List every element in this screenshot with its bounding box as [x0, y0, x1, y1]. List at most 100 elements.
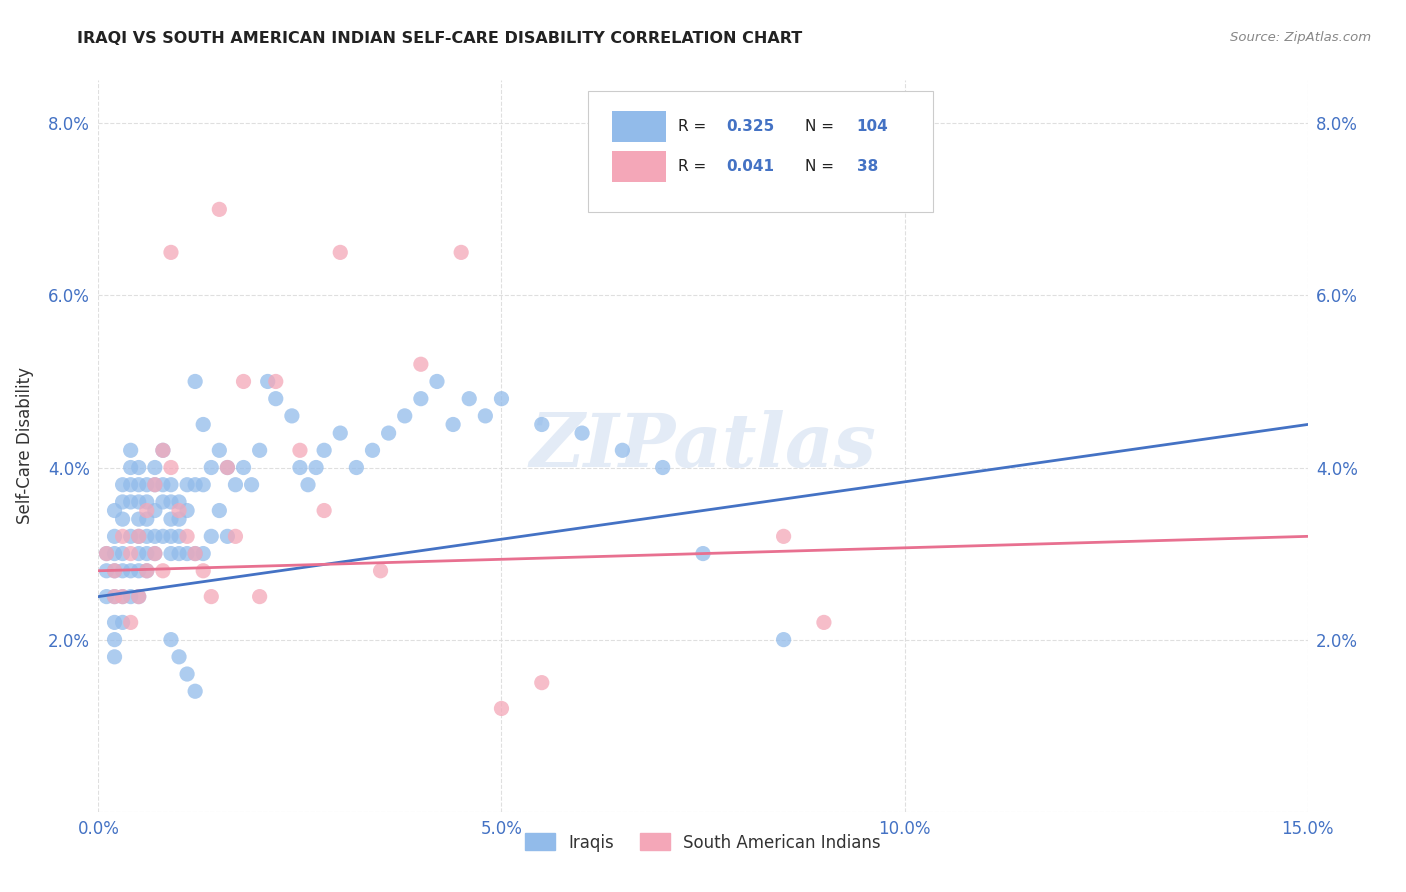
Point [426, 375, 449, 389]
Point [361, 443, 384, 458]
Point [128, 512, 150, 526]
Point [103, 564, 125, 578]
Point [103, 529, 125, 543]
Text: 38: 38 [856, 159, 877, 174]
Point [370, 564, 392, 578]
Point [409, 392, 432, 406]
Point [208, 443, 231, 458]
Point [111, 477, 134, 491]
Point [474, 409, 496, 423]
Point [135, 529, 157, 543]
Point [264, 375, 287, 389]
Point [103, 632, 125, 647]
Text: 0.041: 0.041 [725, 159, 773, 174]
Point [152, 443, 174, 458]
Point [103, 590, 125, 604]
Point [152, 529, 174, 543]
Point [135, 564, 157, 578]
Point [120, 615, 142, 630]
Point [160, 529, 183, 543]
Text: 0.325: 0.325 [725, 119, 775, 134]
Point [135, 495, 157, 509]
Point [288, 460, 311, 475]
Point [450, 245, 472, 260]
Point [120, 529, 142, 543]
Point [217, 460, 239, 475]
Point [120, 547, 142, 561]
Point [135, 547, 157, 561]
Point [96, 564, 118, 578]
Point [184, 375, 207, 389]
Point [103, 615, 125, 630]
Point [160, 477, 183, 491]
Point [200, 529, 222, 543]
Point [128, 529, 150, 543]
Point [160, 460, 183, 475]
Text: R =: R = [678, 119, 710, 134]
Point [692, 547, 714, 561]
Point [111, 512, 134, 526]
Point [135, 564, 157, 578]
Point [176, 503, 198, 517]
Point [128, 529, 150, 543]
Y-axis label: Self-Care Disability: Self-Care Disability [17, 368, 34, 524]
Point [232, 375, 254, 389]
Point [111, 615, 134, 630]
Point [184, 547, 207, 561]
Point [297, 477, 319, 491]
Point [224, 529, 246, 543]
Point [264, 392, 287, 406]
Point [167, 512, 190, 526]
Point [152, 443, 174, 458]
Point [240, 477, 263, 491]
Point [143, 547, 166, 561]
Point [217, 460, 239, 475]
Point [135, 512, 157, 526]
Point [167, 503, 190, 517]
Point [103, 547, 125, 561]
Point [571, 426, 593, 441]
Point [394, 409, 416, 423]
Point [329, 426, 352, 441]
Point [111, 547, 134, 561]
Text: N =: N = [804, 159, 838, 174]
Point [772, 529, 794, 543]
Point [224, 477, 246, 491]
Point [128, 495, 150, 509]
Point [176, 547, 198, 561]
Point [111, 495, 134, 509]
FancyBboxPatch shape [613, 152, 665, 182]
Point [120, 495, 142, 509]
Legend: Iraqis, South American Indians: Iraqis, South American Indians [519, 827, 887, 858]
Point [208, 202, 231, 217]
Point [143, 460, 166, 475]
Point [184, 547, 207, 561]
Point [491, 392, 513, 406]
Point [256, 375, 278, 389]
Point [160, 495, 183, 509]
Point [111, 564, 134, 578]
Point [120, 443, 142, 458]
Point [135, 477, 157, 491]
Point [249, 443, 271, 458]
Point [530, 675, 553, 690]
Point [612, 443, 634, 458]
Point [200, 590, 222, 604]
Point [377, 426, 399, 441]
Point [143, 547, 166, 561]
Point [160, 547, 183, 561]
Point [111, 529, 134, 543]
Point [96, 590, 118, 604]
Point [167, 547, 190, 561]
Point [249, 590, 271, 604]
Point [120, 460, 142, 475]
Point [530, 417, 553, 432]
Point [772, 632, 794, 647]
Point [176, 667, 198, 681]
Point [120, 477, 142, 491]
Point [208, 503, 231, 517]
Point [184, 684, 207, 698]
Point [152, 564, 174, 578]
Point [441, 417, 464, 432]
Point [103, 590, 125, 604]
